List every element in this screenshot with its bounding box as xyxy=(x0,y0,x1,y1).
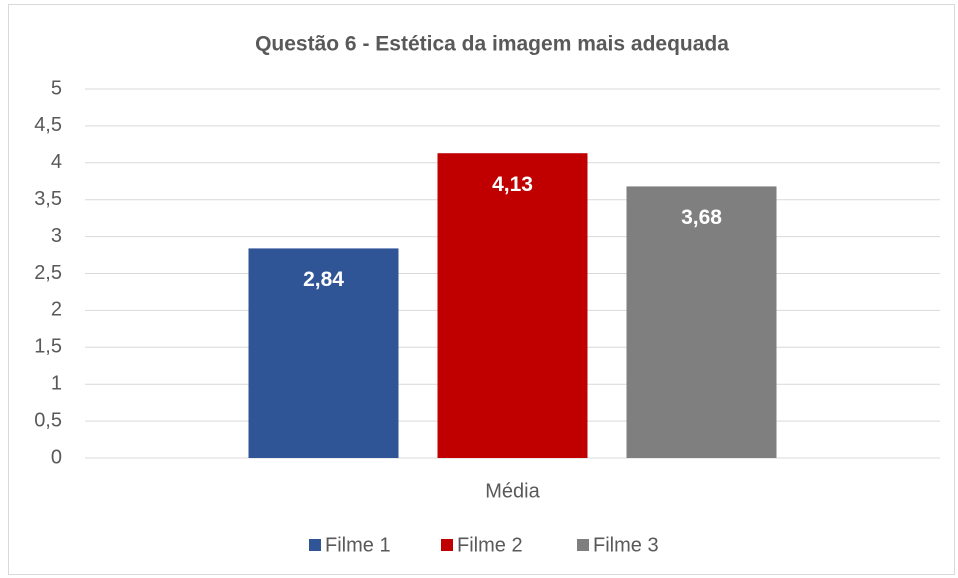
bar xyxy=(626,186,777,458)
data-label: 4,13 xyxy=(492,173,533,196)
y-tick-label: 0,5 xyxy=(34,409,62,431)
y-tick-label: 2 xyxy=(51,299,62,321)
y-tick-label: 4,5 xyxy=(34,114,62,136)
y-tick-label: 5 xyxy=(51,77,62,99)
y-tick-label: 0 xyxy=(51,446,62,468)
data-label: 3,68 xyxy=(681,206,722,229)
x-tick-label: Média xyxy=(485,480,540,502)
y-tick-label: 1,5 xyxy=(34,336,62,358)
bar xyxy=(437,153,588,458)
bar xyxy=(248,248,399,458)
data-label: 2,84 xyxy=(303,268,344,291)
y-tick-label: 3 xyxy=(51,225,62,247)
legend-label: Filme 3 xyxy=(593,534,659,556)
legend-label: Filme 1 xyxy=(325,534,391,556)
legend-swatch xyxy=(577,539,589,551)
y-tick-label: 4 xyxy=(51,151,62,173)
legend-swatch xyxy=(309,539,321,551)
y-tick-label: 2,5 xyxy=(34,262,62,284)
chart-title: Questão 6 - Estética da imagem mais adeq… xyxy=(255,33,729,56)
legend-label: Filme 2 xyxy=(457,534,523,556)
y-tick-label: 3,5 xyxy=(34,188,62,210)
legend-swatch xyxy=(441,539,453,551)
y-tick-label: 1 xyxy=(51,372,62,394)
